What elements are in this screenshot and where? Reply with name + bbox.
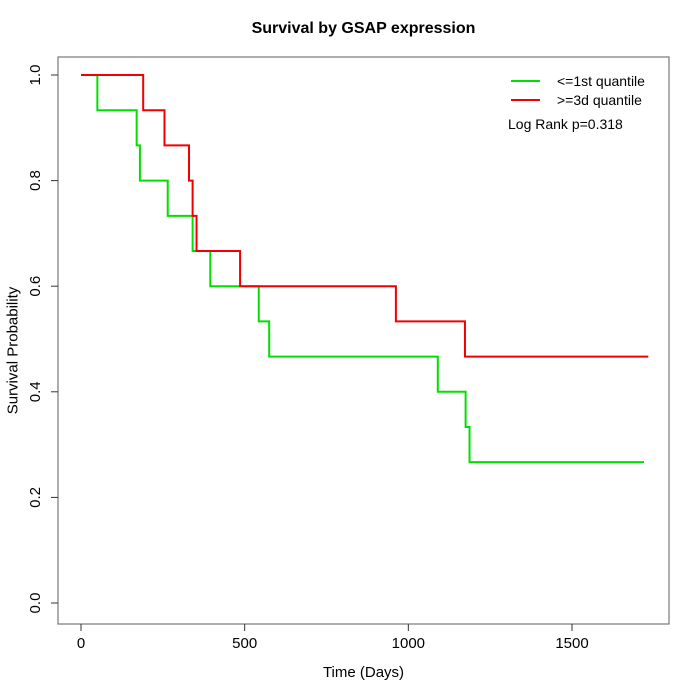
y-axis-tick-label: 1.0 xyxy=(27,65,44,86)
y-axis-tick-label: 0.6 xyxy=(27,276,44,297)
survival-curve xyxy=(81,74,649,358)
y-axis-tick-label: 0.8 xyxy=(27,170,44,191)
x-axis-tick-label: 0 xyxy=(77,635,85,652)
legend-item-high: >=3d quantile xyxy=(508,90,645,109)
log-rank-note: Log Rank p=0.318 xyxy=(508,116,623,132)
y-axis-tick-label: 0.4 xyxy=(27,381,44,402)
x-axis-label: Time (Days) xyxy=(322,664,405,681)
y-axis-tick-label: 0.0 xyxy=(27,593,44,614)
chart-title: Survival by GSAP expression xyxy=(251,20,476,37)
legend: <=1st quantile >=3d quantile Log Rank p=… xyxy=(508,71,645,133)
plot-box xyxy=(57,56,670,625)
x-axis-tick-label: 1000 xyxy=(392,635,425,652)
legend-item-label: <=1st quantile xyxy=(557,72,645,89)
legend-line-green-icon xyxy=(511,79,540,82)
legend-line-red-icon xyxy=(511,98,540,101)
y-axis-label: Survival Probability xyxy=(4,286,22,415)
y-axis-tick-label: 0.2 xyxy=(27,487,44,508)
x-axis-tick-label: 1500 xyxy=(555,635,588,652)
legend-item-label: >=3d quantile xyxy=(557,91,642,108)
legend-item-low: <=1st quantile xyxy=(508,71,645,90)
survival-curve xyxy=(81,74,645,464)
x-axis-tick-label: 500 xyxy=(232,635,257,652)
